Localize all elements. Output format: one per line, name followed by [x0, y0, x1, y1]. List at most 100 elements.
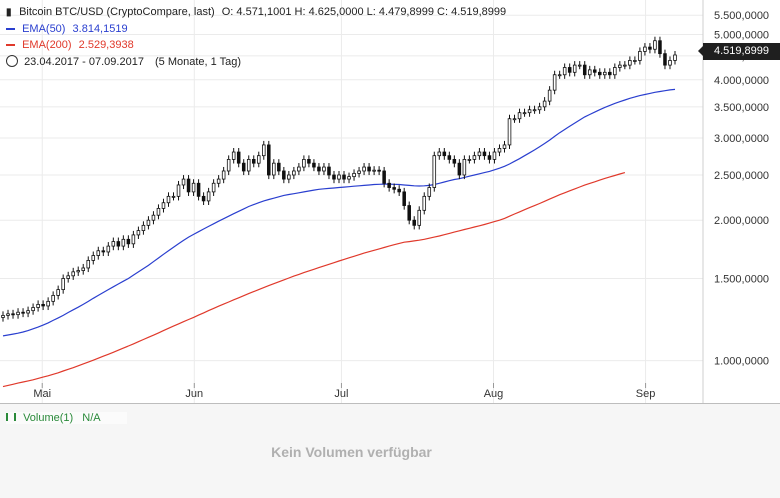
volume-empty-message: Kein Volumen verfügbar [271, 444, 432, 460]
candle-body [628, 60, 632, 66]
candle [302, 155, 306, 172]
candle [537, 102, 542, 114]
candle-body [196, 182, 201, 197]
candle-body [362, 166, 366, 172]
candle [447, 151, 452, 164]
candle [673, 50, 677, 65]
ema50-value: 3.814,1519 [72, 23, 128, 35]
candle [327, 163, 331, 180]
volume-label: Volume(1) [23, 412, 74, 424]
y-tick-label: 5.500,0000 [714, 10, 769, 22]
candle [46, 297, 50, 311]
candle-body [201, 195, 206, 202]
candle [567, 63, 572, 77]
y-tick-label: 2.000,0000 [714, 215, 769, 227]
candle-body [241, 162, 246, 172]
candle [141, 221, 146, 235]
candle-body [432, 155, 437, 188]
candle-body [577, 64, 582, 67]
y-tick-label: 5.000,0000 [714, 30, 769, 42]
candle [51, 291, 55, 306]
candle-body [236, 151, 241, 164]
candle-body [572, 64, 577, 73]
candle [241, 159, 246, 176]
candle [542, 97, 547, 111]
candle [557, 70, 562, 79]
candle [16, 308, 20, 319]
candle [136, 226, 141, 240]
candle [442, 148, 447, 160]
candle-body [633, 60, 637, 62]
candle-body [126, 238, 131, 245]
candle [603, 68, 607, 79]
candle [587, 65, 592, 79]
candle [66, 271, 70, 283]
candle-body [517, 112, 522, 120]
candle [432, 151, 437, 192]
candle [171, 192, 176, 201]
candle-body [21, 311, 25, 314]
candle-body [653, 40, 657, 50]
candle [166, 192, 171, 207]
candle-body [41, 303, 45, 307]
candle [367, 163, 371, 176]
candle [482, 148, 487, 160]
candle-body [161, 202, 166, 209]
candle-body [347, 176, 351, 180]
candle-body [643, 46, 647, 52]
candle-body [292, 170, 296, 176]
candle [71, 267, 75, 280]
ema50-label: EMA(50) [22, 23, 66, 35]
y-tick-label: 1.500,0000 [714, 273, 769, 285]
candle-body [287, 174, 291, 180]
candle-body [231, 151, 236, 160]
legend-ema200-row[interactable]: EMA(200) 2.529,3938 [6, 39, 134, 51]
candle [181, 175, 186, 190]
candle [312, 159, 316, 172]
y-tick-label: 4.000,0000 [714, 75, 769, 87]
candle [221, 166, 226, 184]
candle-body [66, 275, 70, 279]
candle-body [462, 159, 467, 176]
candle-body [487, 155, 492, 160]
candle-body [382, 170, 386, 184]
ema200-swatch [6, 44, 15, 47]
candle-body [522, 112, 527, 115]
candle-body [603, 71, 607, 76]
candle [111, 237, 116, 251]
candle-body [307, 159, 311, 164]
candle-body [507, 118, 512, 146]
candle-body [377, 169, 381, 172]
candle-body [191, 182, 196, 193]
candle-body [537, 106, 542, 111]
candle [347, 172, 351, 184]
candle [332, 170, 336, 184]
candle [226, 155, 231, 176]
candle-body [181, 178, 186, 186]
period-detail: (5 Monate, 1 Tag) [155, 56, 242, 68]
candle-body [71, 271, 75, 277]
candle [527, 105, 532, 117]
ema200-value: 2.529,3938 [78, 39, 134, 51]
candle-body [648, 46, 652, 50]
candle-body [527, 109, 532, 114]
candle [126, 235, 131, 248]
candle [618, 61, 622, 72]
candle-body [392, 187, 396, 190]
candle-body [618, 64, 622, 68]
candle [6, 309, 10, 320]
price-chart[interactable]: 1.000,0000 1.500,0000 2.000,0000 2.500,0000… [0, 0, 780, 404]
y-tick-label: 2.500,0000 [714, 170, 769, 182]
candle-body [262, 144, 266, 157]
candle-body [592, 69, 597, 73]
candle [377, 166, 381, 176]
candle-body [663, 53, 667, 66]
candle-body [412, 219, 416, 226]
candle [211, 179, 216, 196]
candle-body [547, 89, 552, 102]
candle-body [532, 109, 537, 112]
candle-body [116, 241, 121, 247]
candle [292, 166, 296, 180]
candle [497, 144, 502, 157]
legend-ema50-row[interactable]: EMA(50) 3.814,1519 [6, 23, 128, 35]
